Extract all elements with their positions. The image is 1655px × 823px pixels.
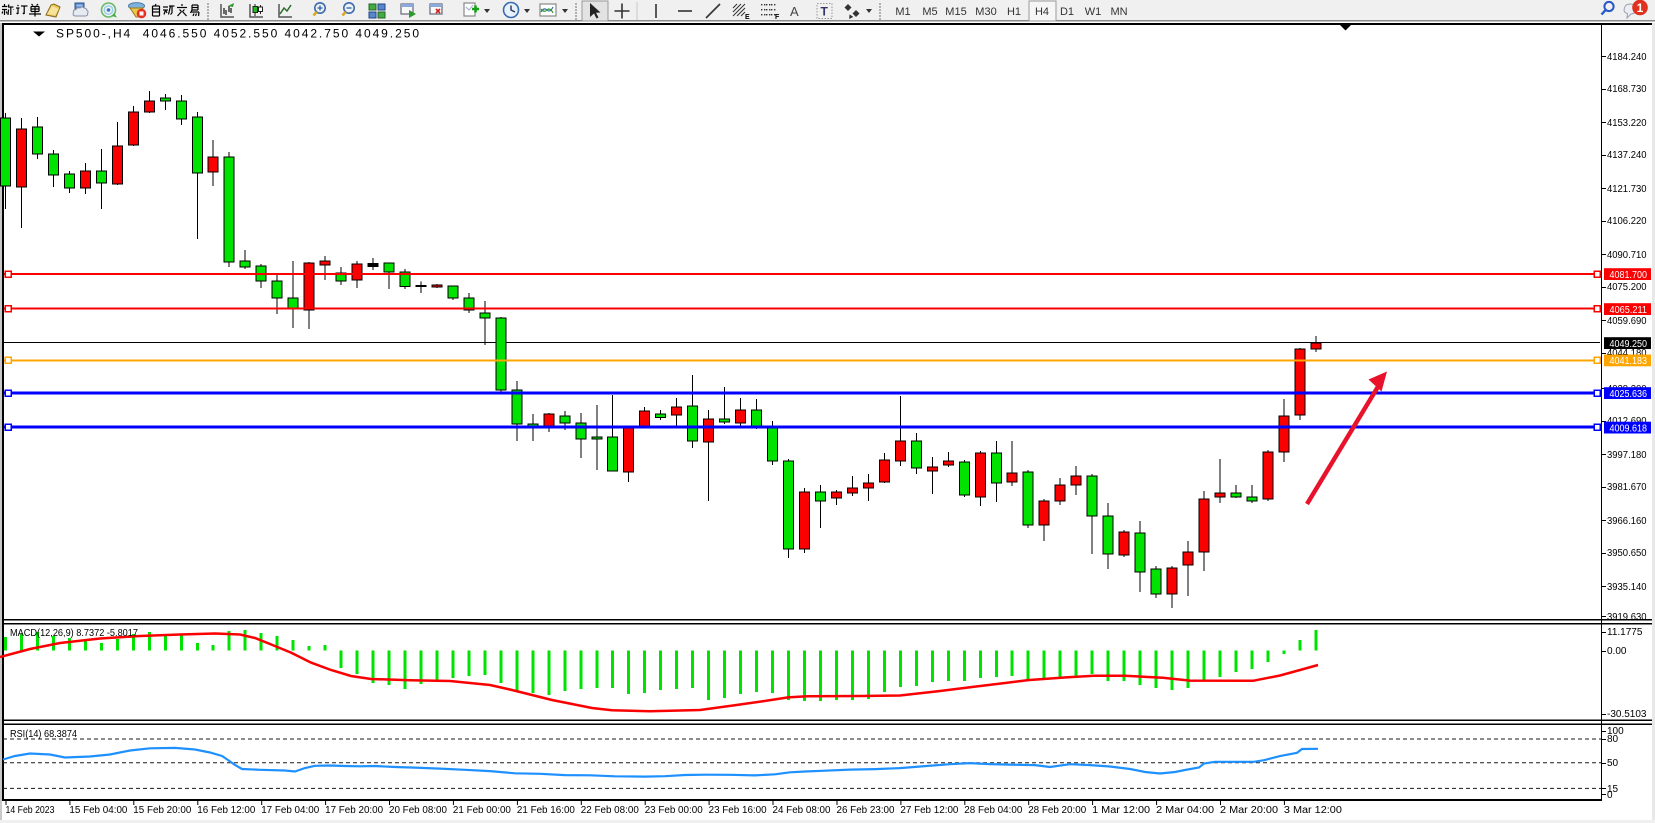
svg-text:11.1775: 11.1775 — [1607, 627, 1643, 638]
svg-text:23 Feb 16:00: 23 Feb 16:00 — [709, 805, 767, 816]
svg-text:MACD(12,26,9) 8.7372 -5.8017: MACD(12,26,9) 8.7372 -5.8017 — [10, 627, 138, 639]
svg-text:16 Feb 12:00: 16 Feb 12:00 — [197, 805, 255, 816]
svg-text:D1: D1 — [1060, 6, 1074, 18]
svg-text:3981.670: 3981.670 — [1607, 482, 1647, 493]
svg-text:T: T — [821, 5, 829, 19]
svg-text:M30: M30 — [975, 6, 996, 18]
svg-text:3950.650: 3950.650 — [1607, 548, 1647, 559]
svg-text:A: A — [790, 4, 799, 19]
svg-text:H4: H4 — [1035, 6, 1049, 18]
svg-text:3997.180: 3997.180 — [1607, 450, 1647, 461]
svg-text:-30.5103: -30.5103 — [1607, 709, 1647, 720]
svg-text:3919.630: 3919.630 — [1607, 612, 1647, 623]
svg-text:80: 80 — [1607, 734, 1619, 745]
svg-text:4081.700: 4081.700 — [1610, 270, 1648, 281]
svg-text:H1: H1 — [1007, 6, 1021, 18]
svg-text:4106.220: 4106.220 — [1607, 216, 1647, 227]
svg-text:17 Feb 20:00: 17 Feb 20:00 — [325, 805, 383, 816]
svg-text:3935.140: 3935.140 — [1607, 582, 1647, 593]
svg-text:4065.211: 4065.211 — [1610, 305, 1648, 316]
svg-text:21 Feb 16:00: 21 Feb 16:00 — [517, 805, 575, 816]
svg-text:E: E — [745, 14, 750, 21]
svg-text:15: 15 — [1607, 784, 1619, 795]
svg-text:4041.183: 4041.183 — [1610, 356, 1648, 367]
svg-text:4168.730: 4168.730 — [1607, 84, 1647, 95]
svg-text:W1: W1 — [1085, 6, 1102, 18]
svg-text:26 Feb 23:00: 26 Feb 23:00 — [837, 805, 895, 816]
svg-text:4137.240: 4137.240 — [1607, 150, 1647, 161]
svg-text:4049.250: 4049.250 — [1610, 339, 1648, 350]
svg-text:21 Feb 00:00: 21 Feb 00:00 — [453, 805, 511, 816]
svg-text:17 Feb 04:00: 17 Feb 04:00 — [261, 805, 319, 816]
svg-text:14 Feb 2023: 14 Feb 2023 — [6, 805, 55, 816]
svg-text:3 Mar 12:00: 3 Mar 12:00 — [1284, 805, 1342, 816]
svg-text:2 Mar 04:00: 2 Mar 04:00 — [1156, 805, 1214, 816]
svg-text:23 Feb 00:00: 23 Feb 00:00 — [645, 805, 703, 816]
svg-text:4044.180: 4044.180 — [1607, 348, 1647, 359]
svg-text:28 Feb 20:00: 28 Feb 20:00 — [1028, 805, 1086, 816]
svg-text:100: 100 — [1607, 726, 1624, 737]
svg-text:RSI(14) 68.3874: RSI(14) 68.3874 — [10, 728, 77, 740]
svg-text:3966.160: 3966.160 — [1607, 516, 1647, 527]
svg-text:4075.200: 4075.200 — [1607, 282, 1647, 293]
svg-text:M1: M1 — [895, 6, 910, 18]
svg-text:4121.730: 4121.730 — [1607, 184, 1647, 195]
svg-text:27 Feb 12:00: 27 Feb 12:00 — [900, 805, 958, 816]
svg-text:4184.240: 4184.240 — [1607, 52, 1647, 63]
svg-text:F: F — [775, 14, 780, 21]
svg-text:1 Mar 12:00: 1 Mar 12:00 — [1092, 805, 1150, 816]
svg-text:0.00: 0.00 — [1607, 646, 1627, 657]
svg-text:4059.690: 4059.690 — [1607, 316, 1647, 327]
svg-text:4025.636: 4025.636 — [1610, 389, 1648, 400]
svg-text:15 Feb 04:00: 15 Feb 04:00 — [69, 805, 127, 816]
svg-text:4090.710: 4090.710 — [1607, 250, 1647, 261]
svg-text:28 Feb 04:00: 28 Feb 04:00 — [964, 805, 1022, 816]
svg-text:MN: MN — [1110, 6, 1127, 18]
svg-text:4153.220: 4153.220 — [1607, 118, 1647, 129]
svg-text:M15: M15 — [945, 6, 966, 18]
svg-text:4012.690: 4012.690 — [1607, 416, 1647, 427]
svg-text:2 Mar 20:00: 2 Mar 20:00 — [1220, 805, 1278, 816]
svg-text:4009.618: 4009.618 — [1610, 423, 1648, 434]
svg-text:0: 0 — [1607, 790, 1613, 801]
svg-text:M5: M5 — [922, 6, 937, 18]
svg-text:50: 50 — [1607, 758, 1619, 769]
svg-text:15 Feb 20:00: 15 Feb 20:00 — [133, 805, 191, 816]
svg-text:20 Feb 08:00: 20 Feb 08:00 — [389, 805, 447, 816]
svg-text:24 Feb 08:00: 24 Feb 08:00 — [773, 805, 831, 816]
svg-text:22 Feb 08:00: 22 Feb 08:00 — [581, 805, 639, 816]
svg-text:1: 1 — [1637, 1, 1644, 15]
